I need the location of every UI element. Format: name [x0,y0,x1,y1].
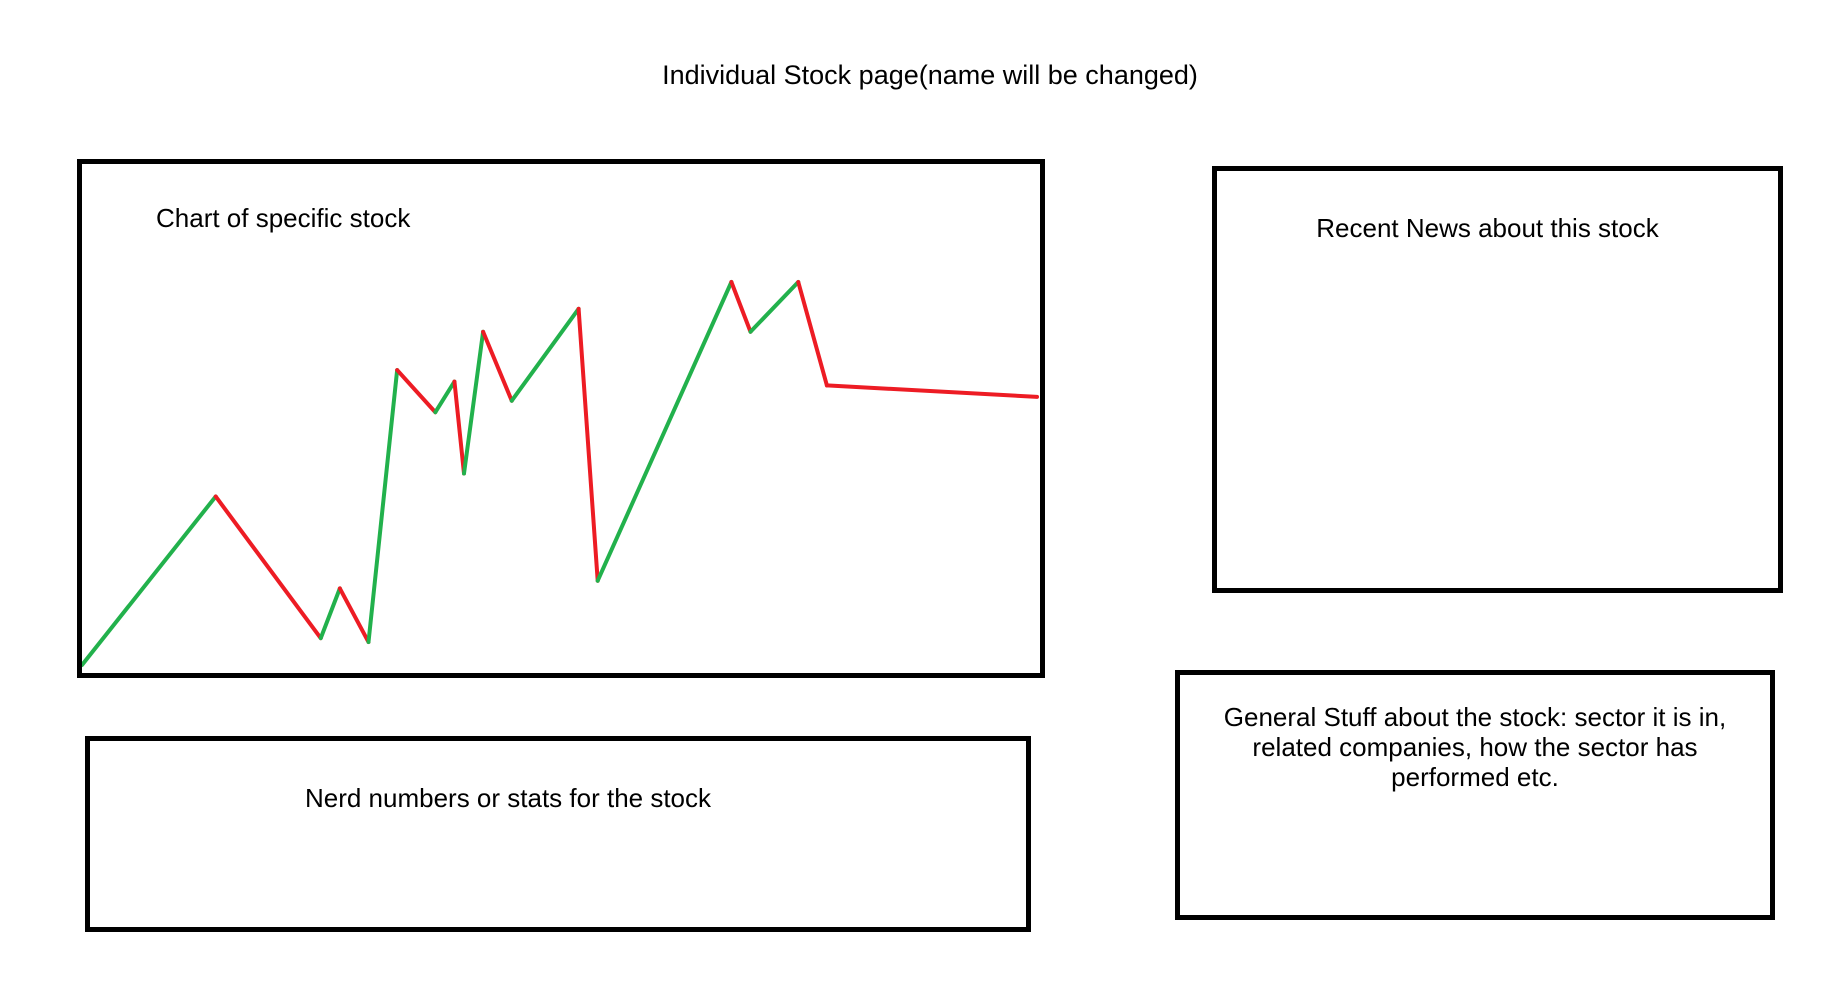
price-segment-down [395,368,438,415]
general-info-panel: General Stuff about the stock: sector it… [1175,670,1775,920]
price-segment-up [462,329,486,476]
price-segment-down [213,494,323,641]
news-panel-label: Recent News about this stock [1316,213,1659,243]
stock-chart-panel: Chart of specific stock [77,159,1045,678]
stats-panel-label: Nerd numbers or stats for the stock [304,783,712,813]
price-segment-up [318,586,342,641]
recent-news-panel: Recent News about this stock [1212,166,1783,593]
price-segment-up [433,379,457,415]
price-segment-down [729,280,753,334]
price-segment-down [452,379,466,476]
price-segment-up [509,306,581,403]
price-segment-down [796,280,829,388]
general-panel-label: General Stuff about the stock: sector it… [1223,702,1727,792]
stock-stats-panel: Nerd numbers or stats for the stock [85,736,1031,932]
price-segment-down [337,586,371,645]
stock-price-chart [82,280,1039,667]
price-segment-up [366,368,400,645]
price-segment-up [595,280,734,583]
price-segment-down [481,329,514,403]
chart-panel-label: Chart of specific stock [156,203,411,233]
price-segment-down [576,306,600,583]
price-segment-up [82,494,218,667]
page-title: Individual Stock page(name will be chang… [662,60,1198,90]
price-segment-down [824,383,1039,399]
price-segment-up [748,280,801,334]
